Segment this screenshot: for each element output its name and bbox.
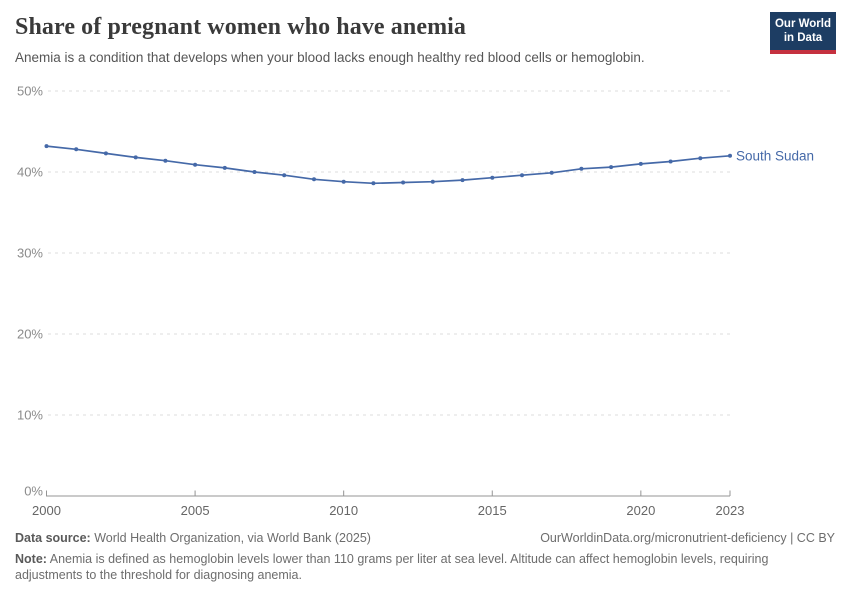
y-tick-label: 10% — [17, 408, 43, 423]
data-point[interactable] — [252, 170, 257, 174]
logo-accent-bar — [770, 49, 836, 54]
data-point[interactable] — [698, 156, 703, 161]
data-point[interactable] — [520, 173, 524, 178]
note-value: Anemia is defined as hemoglobin levels l… — [15, 552, 769, 582]
data-point[interactable] — [44, 144, 49, 149]
x-tick-label: 2000 — [32, 503, 61, 518]
data-point[interactable] — [668, 159, 673, 164]
y-tick-label: 50% — [17, 84, 43, 99]
data-point[interactable] — [401, 180, 406, 185]
x-tick-label: 2020 — [626, 503, 655, 518]
y-tick-label: 40% — [17, 165, 43, 180]
data-point[interactable] — [133, 155, 138, 160]
chart-footer: Data source: World Health Organization, … — [15, 531, 835, 583]
data-point[interactable] — [103, 151, 108, 156]
series-line-south-sudan — [45, 145, 731, 185]
data-source: Data source: World Health Organization, … — [15, 531, 371, 545]
owid-logo-line1: Our World — [774, 18, 831, 30]
chart-header: Share of pregnant women who have anemia … — [15, 14, 755, 67]
chart-note: Note: Anemia is defined as hemoglobin le… — [15, 551, 785, 583]
y-tick-label: 20% — [17, 327, 43, 342]
chart-subtitle: Anemia is a condition that develops when… — [15, 50, 645, 66]
y-tick-label: 0% — [24, 484, 43, 499]
owid-logo-text: Our World in Data — [770, 12, 836, 50]
page-title: Share of pregnant women who have anemia — [15, 14, 467, 40]
data-point[interactable] — [490, 175, 495, 180]
x-tick-label: 2023 — [716, 503, 745, 518]
data-point[interactable] — [728, 153, 732, 158]
data-point[interactable] — [312, 177, 316, 182]
data-point[interactable] — [282, 173, 287, 178]
y-tick-label: 30% — [17, 246, 43, 261]
data-point[interactable] — [193, 162, 198, 167]
data-point[interactable] — [222, 165, 227, 170]
data-point[interactable] — [371, 181, 376, 186]
x-tick-label: 2015 — [478, 503, 507, 518]
data-source-value: World Health Organization, via World Ban… — [90, 531, 371, 545]
data-point[interactable] — [74, 147, 79, 152]
series-label-south-sudan[interactable]: South Sudan — [736, 149, 814, 164]
data-point[interactable] — [579, 166, 584, 171]
owid-license-link[interactable]: OurWorldinData.org/micronutrient-deficie… — [540, 531, 835, 545]
source-row: Data source: World Health Organization, … — [15, 531, 835, 545]
x-tick-label: 2005 — [181, 503, 210, 518]
owid-logo-line2: in Data — [783, 32, 823, 45]
data-point[interactable] — [549, 170, 554, 175]
data-point[interactable] — [341, 179, 346, 184]
x-tick-label: 2010 — [329, 503, 358, 518]
data-point[interactable] — [430, 179, 435, 184]
data-point[interactable] — [638, 161, 643, 166]
data-source-label: Data source: — [15, 531, 91, 545]
data-point[interactable] — [460, 178, 465, 183]
data-point[interactable] — [163, 158, 168, 163]
owid-logo[interactable]: Our World in Data — [770, 12, 836, 54]
note-label: Note: — [15, 552, 47, 566]
data-point[interactable] — [609, 165, 614, 170]
